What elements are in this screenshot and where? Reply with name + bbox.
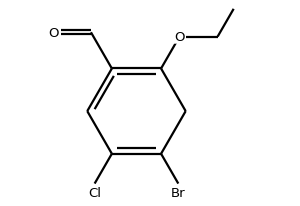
Text: Br: Br: [171, 186, 186, 199]
Text: O: O: [49, 27, 59, 40]
Text: Cl: Cl: [88, 186, 101, 199]
Text: O: O: [174, 31, 185, 44]
